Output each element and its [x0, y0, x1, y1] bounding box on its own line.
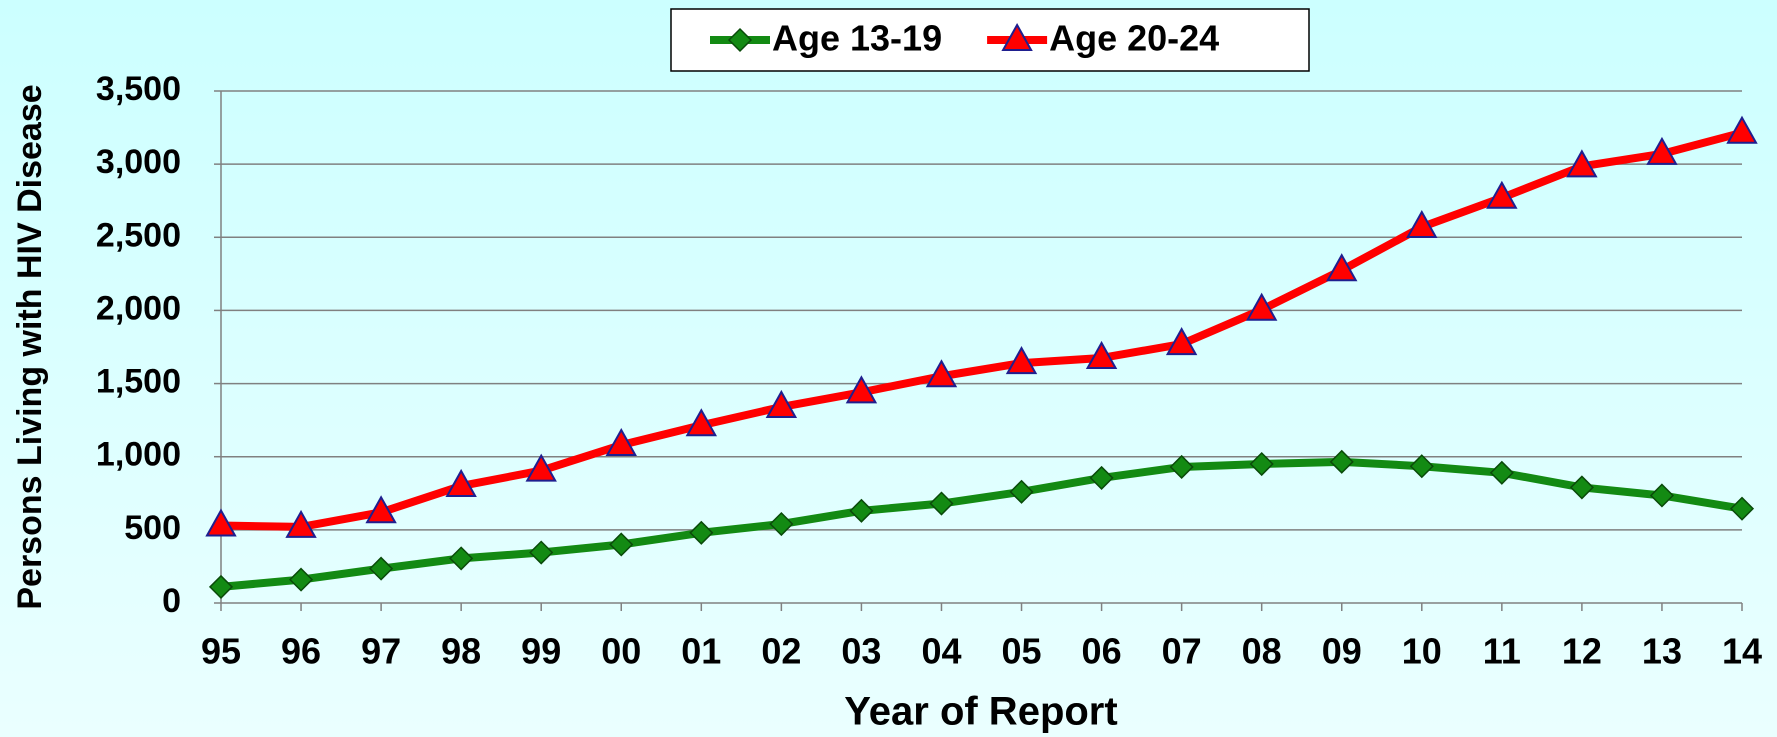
x-tick-label: 00	[601, 631, 641, 672]
y-tick-label: 1,500	[96, 363, 181, 401]
marker	[765, 389, 798, 418]
x-tick-label: 09	[1322, 631, 1362, 672]
y-tick-label: 2,000	[96, 289, 181, 327]
marker	[929, 491, 954, 516]
x-tick-label: 96	[281, 631, 321, 672]
x-tick-label: 12	[1562, 631, 1602, 672]
y-tick-label: 3,500	[96, 70, 181, 108]
y-tick-label: 2,500	[96, 216, 181, 254]
marker	[288, 567, 314, 592]
x-tick-label: 11	[1483, 631, 1521, 672]
marker	[769, 511, 794, 537]
marker	[1326, 253, 1358, 282]
x-tick-label: 95	[201, 631, 241, 672]
marker	[1409, 454, 1434, 479]
marker	[1249, 451, 1274, 477]
marker	[1649, 483, 1675, 508]
marker	[1646, 136, 1678, 165]
x-tick-label: 99	[521, 631, 561, 672]
marker	[1729, 496, 1755, 521]
marker	[208, 574, 234, 599]
legend: Age 13-19 Age 20-24	[670, 8, 1310, 72]
x-tick-label: 01	[681, 631, 721, 672]
marker	[1406, 209, 1438, 239]
marker	[1726, 115, 1758, 144]
x-tick-label: 03	[841, 631, 881, 672]
marker	[445, 468, 477, 497]
marker	[1489, 460, 1514, 485]
marker	[1566, 149, 1598, 178]
x-tick-label: 97	[361, 631, 401, 672]
marker	[727, 27, 753, 53]
legend-label: Age 13-19	[772, 18, 942, 59]
marker	[529, 540, 554, 565]
marker	[449, 546, 474, 571]
x-tick-label: 04	[921, 631, 961, 672]
y-axis-title: Persons Living with HIV Disease	[11, 84, 49, 609]
marker	[1085, 340, 1118, 369]
x-tick-label: 08	[1242, 631, 1282, 672]
x-tick-label: 02	[761, 631, 801, 672]
marker	[1486, 180, 1518, 209]
x-tick-label: 14	[1722, 631, 1762, 672]
marker	[685, 408, 718, 437]
marker	[849, 498, 874, 523]
marker	[1569, 475, 1594, 500]
y-tick-label: 3,000	[96, 143, 181, 181]
marker	[925, 359, 958, 388]
x-tick-label: 06	[1082, 631, 1122, 672]
marker	[845, 375, 878, 404]
x-tick-label: 05	[1002, 631, 1042, 672]
marker	[1089, 465, 1114, 490]
x-tick-label: 10	[1402, 631, 1442, 672]
marker	[1009, 479, 1034, 504]
legend-label: Age 20-24	[1049, 18, 1219, 59]
x-axis-title: Year of Report	[844, 690, 1117, 734]
y-tick-label: 1,000	[96, 436, 181, 474]
series-line	[220, 128, 1744, 531]
marker	[1169, 454, 1194, 480]
marker	[1329, 449, 1354, 474]
marker	[689, 520, 714, 545]
marker	[1165, 327, 1198, 356]
marker	[369, 556, 394, 581]
marker	[525, 453, 557, 482]
x-tick-label: 07	[1162, 631, 1202, 672]
marker	[1245, 292, 1278, 321]
x-tick-label: 98	[441, 631, 481, 672]
marker	[1001, 22, 1033, 51]
marker	[205, 508, 237, 537]
y-tick-label: 0	[162, 582, 181, 620]
marker	[285, 509, 317, 538]
series-line	[220, 457, 1743, 591]
marker	[365, 495, 397, 524]
y-tick-label: 500	[124, 509, 181, 547]
marker	[1005, 346, 1038, 375]
x-tick-label: 13	[1642, 631, 1682, 672]
marker	[609, 532, 634, 557]
marker	[605, 427, 637, 457]
